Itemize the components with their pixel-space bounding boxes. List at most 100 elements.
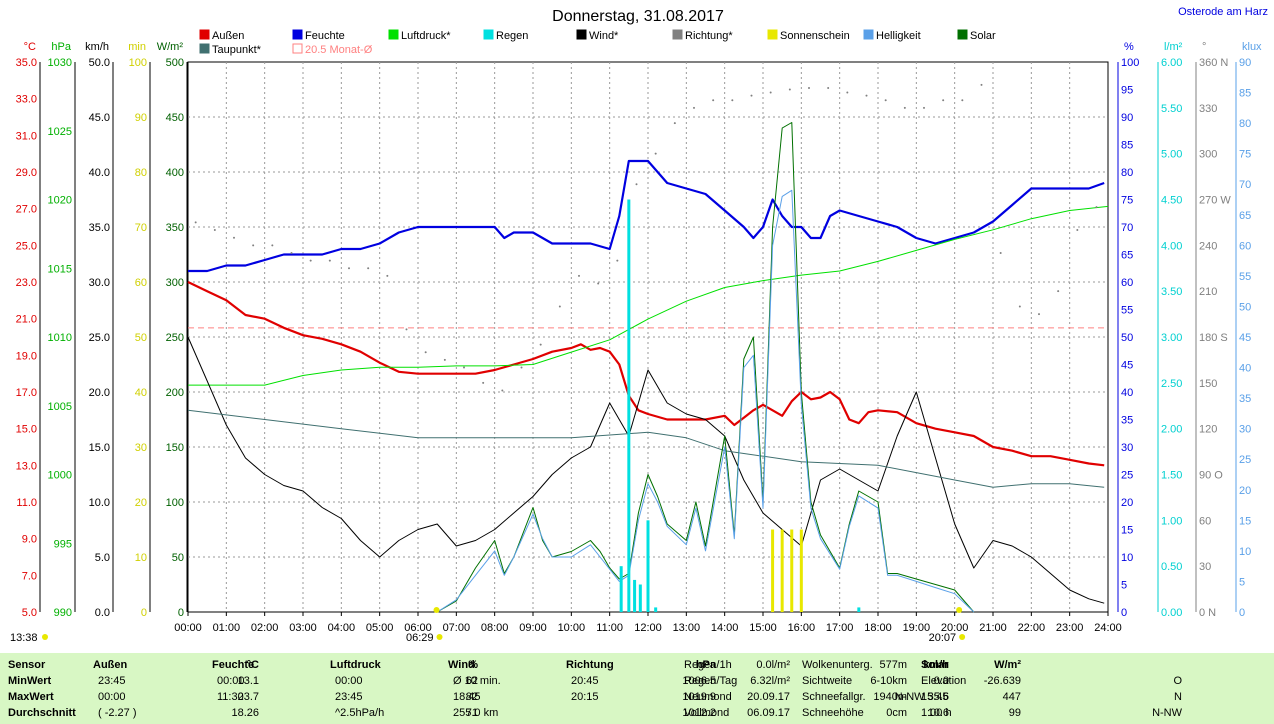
- left-axis-tick-label: 100: [166, 497, 184, 509]
- direction-point: [539, 343, 542, 346]
- left-axis-tick-label: 35.0: [16, 57, 37, 69]
- x-tick-label: 00:00: [174, 622, 202, 634]
- right-axis-tick-label: 45: [1239, 332, 1251, 344]
- weather-chart: 00:00 01:00 02:00 03:00 04:00 05:00 06:00 07:00…: [10, 6, 1268, 644]
- left-axis-tick-label: 45.0: [89, 112, 110, 124]
- left-axis-tick-label: 21.0: [16, 314, 37, 326]
- right-axis-tick-label: 360 N: [1199, 57, 1228, 69]
- left-axis-tick-label: 35.0: [89, 222, 110, 234]
- left-axis-tick-label: 500: [166, 57, 184, 69]
- footer-cell-value: 0.0: [933, 675, 949, 687]
- right-axis-tick-label: 0.50: [1161, 561, 1182, 573]
- right-axis-tick-label: 20: [1239, 485, 1251, 497]
- direction-point: [309, 259, 312, 262]
- left-axis-tick-label: 19.0: [16, 350, 37, 362]
- direction-point: [865, 94, 868, 97]
- direction-point: [482, 381, 485, 384]
- right-axis-tick-label: 40: [1239, 363, 1251, 375]
- right-axis-tick-label: 240: [1199, 240, 1217, 252]
- sunshine-bar: [771, 529, 775, 612]
- left-axis-tick-label: 100: [129, 57, 147, 69]
- direction-point: [942, 99, 945, 102]
- left-axis-tick-label: 1025: [48, 126, 72, 138]
- footer-cell-time: 23:45: [98, 675, 126, 687]
- legend-label: Luftdruck*: [401, 30, 451, 42]
- right-axis-tick-label: 60: [1239, 240, 1251, 252]
- right-axis-tick-label: 60: [1199, 515, 1211, 527]
- footer-cell-value: O: [1173, 675, 1182, 687]
- left-axis-tick-label: 50.0: [89, 57, 110, 69]
- footer-solar-value: 99: [1008, 707, 1021, 719]
- footer-cell-value: N-NW: [1152, 707, 1182, 719]
- direction-point: [980, 83, 983, 86]
- footer-solar-value: 447: [1002, 691, 1021, 703]
- right-axis-tick-label: 1.00: [1161, 515, 1182, 527]
- legend-swatch: [292, 29, 303, 40]
- left-axis-tick-label: 250: [166, 332, 184, 344]
- footer-sensor-head: Sensor: [8, 659, 46, 671]
- left-axis-unit: W/m²: [157, 41, 184, 53]
- series-line-luftdruck: [188, 205, 1109, 386]
- legend-label: Helligkeit: [876, 30, 921, 42]
- footer-column-unit: °C: [246, 659, 259, 671]
- sunrise-time: 06:29: [406, 632, 434, 644]
- legend-swatch: [292, 43, 303, 54]
- right-axis-tick-label: 5.50: [1161, 103, 1182, 115]
- x-tick-label: 17:00: [826, 622, 854, 634]
- legend-swatch: [388, 29, 399, 40]
- legend-swatch: [199, 29, 210, 40]
- footer-cell-time: 11:30: [217, 691, 244, 703]
- rain-bar: [654, 607, 658, 612]
- left-axis-tick-label: 50: [135, 332, 147, 344]
- footer-stat-label: Wolkenunterg.: [802, 659, 873, 671]
- left-axis-tick-label: 50: [172, 552, 184, 564]
- legend-swatch: [957, 29, 968, 40]
- footer-solar-unit: W/m²: [994, 659, 1021, 671]
- right-axis-tick-label: 210: [1199, 286, 1217, 298]
- footer-stat-value: 6-10km: [870, 675, 907, 687]
- right-axis-tick-label: 75: [1121, 195, 1133, 207]
- right-axis-tick-label: 55: [1121, 305, 1133, 317]
- footer-cell-value: N-NW 35.6: [894, 691, 949, 703]
- footer-solar-head: Solar: [921, 659, 949, 671]
- right-axis-tick-label: 10: [1121, 552, 1133, 564]
- right-axis-tick-label: 180 S: [1199, 332, 1228, 344]
- footer-cell-value: 10.6: [927, 707, 949, 719]
- direction-point: [961, 99, 964, 102]
- left-axis-unit: °C: [24, 41, 36, 53]
- right-axis-tick-label: 60: [1121, 277, 1133, 289]
- right-axis-tick-label: 4.50: [1161, 195, 1182, 207]
- footer-column-unit: hPa: [695, 659, 716, 671]
- sunrise-icon: [433, 607, 440, 613]
- footer-cell-value: 62: [465, 675, 478, 687]
- right-axis-tick-label: 55: [1239, 271, 1251, 283]
- left-axis-tick-label: 17.0: [16, 387, 37, 399]
- footer-cell-value: N: [1174, 691, 1182, 703]
- right-axis-tick-label: 120: [1199, 424, 1217, 436]
- footer-cell-time: 23:45: [335, 691, 363, 703]
- footer-cell-time: 20:45: [571, 675, 599, 687]
- right-axis-tick-label: 40: [1121, 387, 1133, 399]
- x-tick-label: 16:00: [788, 622, 816, 634]
- right-axis-tick-label: 100: [1121, 57, 1139, 69]
- x-tick-label: 24:00: [1094, 622, 1122, 634]
- right-axis-tick-label: 80: [1121, 167, 1133, 179]
- direction-point: [1095, 206, 1098, 209]
- sunset-time: 20:07: [929, 632, 957, 644]
- right-axis-tick-label: 0: [1239, 607, 1245, 619]
- location-label: Osterode am Harz: [1178, 6, 1268, 18]
- direction-point: [271, 244, 274, 247]
- direction-point: [578, 274, 580, 277]
- right-axis-tick-label: 20: [1121, 497, 1133, 509]
- left-axis-tick-label: 1030: [48, 57, 72, 69]
- direction-point: [558, 305, 561, 308]
- right-axis-tick-label: 65: [1121, 250, 1133, 262]
- left-axis-tick-label: 20.0: [89, 387, 110, 399]
- left-axis-tick-label: 15.0: [89, 442, 110, 454]
- direction-point: [367, 267, 370, 270]
- x-tick-label: 12:00: [634, 622, 662, 634]
- right-axis-tick-label: 30: [1121, 442, 1133, 454]
- series-line-feuchte: [188, 159, 1105, 273]
- footer-cell-value: 1012.2: [682, 707, 716, 719]
- right-axis-tick-label: 3.50: [1161, 286, 1182, 298]
